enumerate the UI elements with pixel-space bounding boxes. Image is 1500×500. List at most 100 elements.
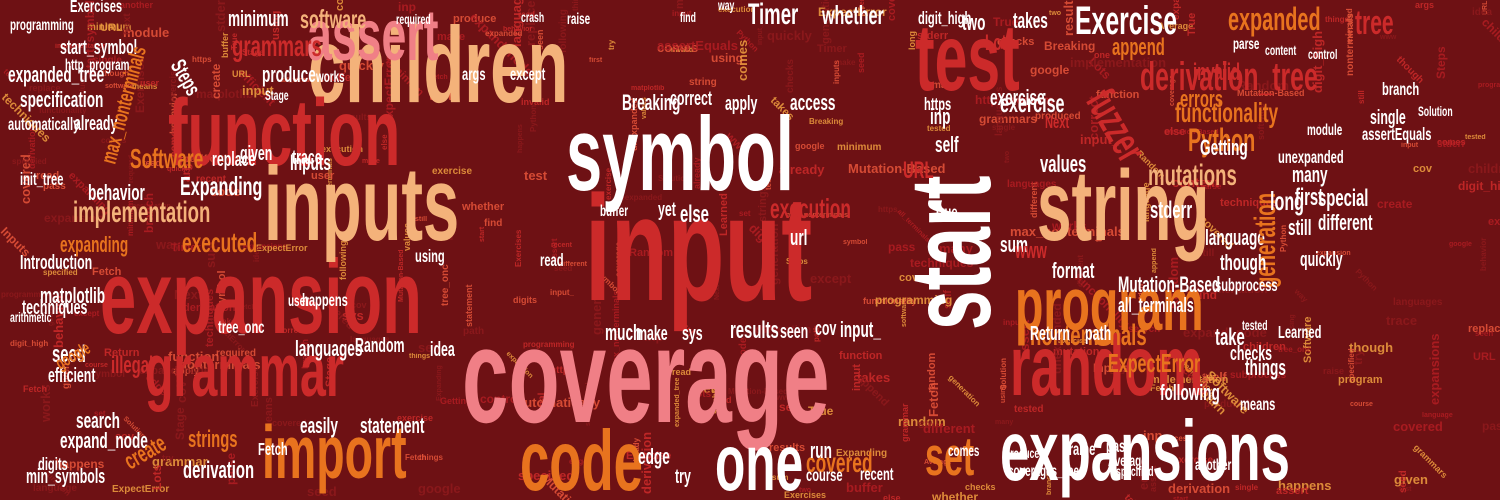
filler-word: following (338, 241, 348, 281)
filler-word: Mutation-Based (1237, 88, 1305, 98)
filler-word: tested (1014, 404, 1043, 415)
filler-word: seed (1398, 470, 1409, 493)
filler-word: recent (196, 174, 227, 185)
filler-word: works (38, 384, 53, 423)
word-125: branch (1382, 79, 1419, 99)
word-108: expanded_tree (8, 62, 104, 87)
word-68: Mutation-Based (1118, 272, 1220, 297)
word-87: Random (355, 334, 405, 357)
word-112: minimum (228, 6, 289, 31)
filler-word: Stage (1200, 373, 1209, 395)
filler-word: ExpectError (818, 5, 887, 19)
filler-word: buffer (324, 72, 356, 84)
word-55: still (1288, 215, 1311, 240)
filler-word: happens (517, 124, 524, 153)
filler-word: children (1468, 161, 1500, 176)
word-23: derivation_tree (1140, 55, 1318, 99)
filler-word: all_terminals (281, 77, 324, 84)
word-39: Expanding (180, 171, 262, 201)
word-168: Solution (1418, 104, 1453, 120)
filler-word: expansion (1316, 250, 1351, 257)
filler-word: things (419, 453, 444, 462)
filler-word: results (769, 442, 805, 454)
filler-word: input_ (1080, 132, 1120, 147)
filler-word: sum (203, 241, 218, 268)
word-123: module (1307, 121, 1342, 139)
filler-word: grammars (979, 112, 1037, 126)
filler-word: make (437, 31, 465, 43)
filler-word: grammar (900, 403, 910, 442)
filler-word: cov (899, 272, 919, 284)
filler-word: languages (1393, 297, 1443, 308)
word-95: derivation (183, 458, 254, 484)
word-58: sum (1000, 232, 1028, 257)
filler-word: specified (1347, 348, 1356, 383)
filler-word: specification (128, 203, 171, 210)
filler-word: stderr (1437, 139, 1465, 150)
word-89: matplotlib (40, 283, 105, 308)
filler-word: self (1206, 370, 1228, 384)
filler-word: expanded_tree (674, 377, 681, 427)
word-93: illegal (111, 353, 153, 379)
filler-word: Fetch (926, 382, 941, 417)
word-32: produce (262, 62, 316, 87)
filler-word: set (94, 409, 106, 418)
word-128: buffer (600, 202, 628, 220)
word-15: code (520, 413, 643, 500)
word-167: crash (521, 10, 544, 26)
word-22: tree (1355, 3, 1394, 41)
filler-word: Learned (718, 193, 730, 236)
word-161: works (315, 68, 344, 86)
word-118: correct (670, 87, 712, 110)
filler-word: derivation (1168, 481, 1230, 496)
filler-word: replace (29, 83, 61, 93)
filler-word: required (216, 348, 256, 359)
filler-word: input (242, 83, 274, 98)
word-138: try (675, 465, 691, 488)
filler-word: specified (518, 468, 574, 483)
filler-word: already (692, 157, 702, 189)
word-54: first (1295, 185, 1323, 211)
filler-word: different (559, 261, 588, 268)
filler-word: start_symbol (585, 382, 592, 426)
filler-word: create (209, 63, 223, 99)
filler-word: control (480, 392, 521, 406)
filler-word: True (1186, 13, 1198, 36)
filler-word: techniques (1220, 197, 1278, 209)
filler-word: functionality (863, 296, 917, 306)
word-51: self (935, 132, 959, 157)
filler-word: try (1094, 229, 1105, 242)
word-67: subprocess (1215, 275, 1278, 295)
word-163: required (396, 12, 431, 28)
filler-word: tested (764, 166, 773, 190)
filler-word: covered (272, 418, 307, 428)
filler-word: whether (931, 490, 978, 500)
filler-word: pass (888, 240, 916, 254)
word-30: software (300, 4, 366, 34)
filler-word: two (1004, 151, 1011, 163)
filler-word: recent (551, 242, 573, 249)
word-4: symbol (566, 95, 794, 213)
filler-word: self (779, 400, 801, 414)
filler-word: assertEquals (657, 38, 738, 53)
word-157: programming (10, 16, 74, 34)
filler-word: string (689, 77, 717, 88)
filler-word: find (484, 218, 502, 229)
filler-word: things (1325, 15, 1350, 24)
word-159: args (462, 64, 486, 84)
filler-word: functionality (39, 106, 87, 115)
filler-word: else (1164, 126, 1185, 138)
filler-word: given (1394, 472, 1428, 487)
filler-word: make (674, 0, 686, 9)
word-25: Python (1188, 122, 1255, 158)
filler-word: illegal (537, 392, 548, 421)
word-94: strings (188, 427, 238, 453)
filler-word: Lots (150, 464, 164, 490)
filler-word: given (61, 363, 72, 389)
filler-word: find (715, 395, 732, 405)
filler-word: trace (1386, 313, 1417, 328)
filler-word: digits (513, 295, 537, 305)
filler-word: grammars (249, 362, 256, 396)
word-120: access (790, 90, 836, 115)
filler-word: else (380, 134, 389, 150)
